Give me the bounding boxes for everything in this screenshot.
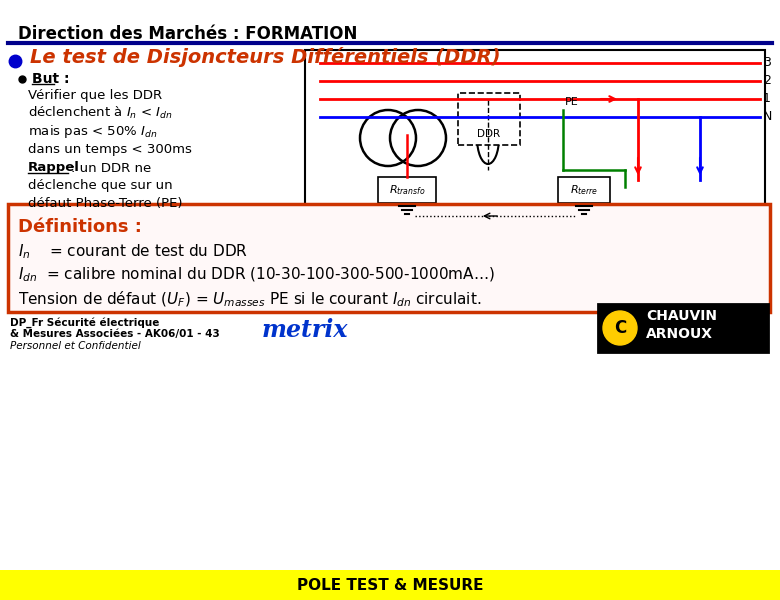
- Text: metrix: metrix: [262, 318, 348, 342]
- Text: But :: But :: [32, 72, 69, 86]
- Text: déclenchent à $I_n$ < $I_{dn}$: déclenchent à $I_n$ < $I_{dn}$: [28, 105, 172, 121]
- Text: PE: PE: [566, 97, 579, 107]
- Text: $R_{terre}$: $R_{terre}$: [570, 183, 598, 197]
- Text: Rappel: Rappel: [28, 161, 80, 175]
- Text: Direction des Marchés : FORMATION: Direction des Marchés : FORMATION: [18, 25, 357, 43]
- FancyBboxPatch shape: [8, 204, 770, 312]
- Text: $I_n$    = courant de test du DDR: $I_n$ = courant de test du DDR: [18, 242, 248, 260]
- Text: Vérifier que les DDR: Vérifier que les DDR: [28, 88, 162, 101]
- FancyBboxPatch shape: [0, 570, 780, 600]
- FancyBboxPatch shape: [458, 93, 520, 145]
- Text: Définitions :: Définitions :: [18, 218, 142, 236]
- Text: N: N: [763, 110, 772, 124]
- Text: Personnel et Confidentiel: Personnel et Confidentiel: [10, 341, 140, 351]
- Text: DDR: DDR: [477, 129, 501, 139]
- FancyBboxPatch shape: [598, 304, 768, 352]
- Text: défaut Phase-Terre (PE): défaut Phase-Terre (PE): [28, 197, 183, 211]
- Text: C: C: [614, 319, 626, 337]
- Text: $R_{transfo}$: $R_{transfo}$: [388, 183, 425, 197]
- Text: POLE TEST & MESURE: POLE TEST & MESURE: [296, 577, 484, 593]
- FancyBboxPatch shape: [378, 177, 436, 203]
- Text: 1: 1: [763, 92, 771, 106]
- Text: $I_{dn}$  = calibre nominal du DDR (10-30-100-300-500-1000mA…): $I_{dn}$ = calibre nominal du DDR (10-30…: [18, 266, 495, 284]
- Text: 3: 3: [763, 56, 771, 70]
- Text: Tension de défaut ($U_F$) = $U_{masses}$ PE si le courant $I_{dn}$ circulait.: Tension de défaut ($U_F$) = $U_{masses}$…: [18, 290, 481, 310]
- Text: ARNOUX: ARNOUX: [646, 327, 713, 341]
- Circle shape: [603, 311, 637, 345]
- FancyBboxPatch shape: [558, 177, 610, 203]
- Text: & Mesures Associées - AK06/01 - 43: & Mesures Associées - AK06/01 - 43: [10, 329, 220, 339]
- Text: CHAUVIN: CHAUVIN: [646, 309, 717, 323]
- Text: : un DDR ne: : un DDR ne: [71, 161, 151, 175]
- Text: mais pas < 50% $I_{dn}$: mais pas < 50% $I_{dn}$: [28, 122, 158, 139]
- Text: Le test de Disjoncteurs Différentiels (DDR): Le test de Disjoncteurs Différentiels (D…: [30, 47, 501, 67]
- FancyBboxPatch shape: [305, 50, 765, 225]
- Text: dans un temps < 300ms: dans un temps < 300ms: [28, 142, 192, 155]
- Text: déclenche que sur un: déclenche que sur un: [28, 179, 172, 193]
- Text: 2: 2: [763, 74, 771, 88]
- Text: DP_Fr Sécurité électrique: DP_Fr Sécurité électrique: [10, 317, 159, 328]
